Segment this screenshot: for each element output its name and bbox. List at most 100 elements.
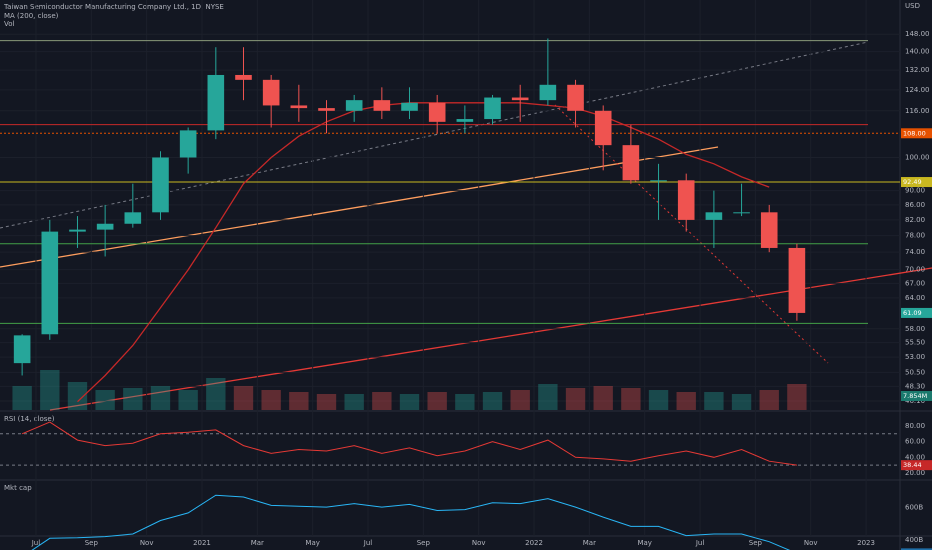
x-tick-label: May [637, 539, 651, 547]
pane-title: RSI (14, close) [4, 415, 55, 423]
indicator-label: Vol [4, 20, 15, 28]
candle-body [484, 97, 501, 120]
y-tick-label: 140.00 [905, 48, 930, 56]
y-tick-label: 60.00 [905, 438, 925, 446]
x-tick-label: Nov [804, 539, 818, 547]
level-label: 108.00 [903, 129, 926, 137]
volume-bar [482, 392, 503, 410]
volume-bar [704, 392, 724, 410]
candle-body [290, 105, 308, 109]
x-tick-label: 2021 [193, 539, 211, 547]
candle-body [511, 97, 529, 101]
volume-bar [648, 390, 669, 410]
volume-bar [206, 378, 226, 410]
candle-body [235, 74, 252, 80]
level-label-box [901, 128, 932, 139]
indicator-line [31, 494, 791, 550]
x-tick-label: May [305, 539, 319, 547]
y-tick-label: 124.00 [905, 86, 930, 94]
y-tick-label: 64.00 [905, 294, 925, 302]
y-tick-label: 148.00 [905, 30, 930, 38]
x-tick-label: Sep [85, 539, 99, 547]
candle-body [152, 157, 169, 213]
candle-body [567, 84, 584, 111]
ma-line [77, 102, 770, 403]
y-tick-label: 50.50 [905, 368, 925, 376]
candle-body [262, 79, 280, 106]
volume-bar [538, 384, 558, 410]
volume-bar [123, 388, 143, 410]
level-label: 92.49 [903, 178, 922, 186]
candle-body [677, 180, 695, 220]
volume-bar [261, 390, 281, 410]
last-value-label-box [901, 548, 932, 550]
y-tick-label: 55.50 [905, 339, 925, 347]
candle-body [401, 102, 418, 111]
y-tick-label: 46.10 [905, 397, 925, 405]
x-tick-label: Jul [363, 539, 373, 547]
y-tick-label: 100.00 [905, 153, 930, 161]
trendline [0, 41, 869, 229]
volume-bar [759, 390, 779, 410]
y-tick-label: 82.00 [905, 216, 925, 224]
x-tick-label: Nov [140, 539, 154, 547]
candle-body [705, 212, 723, 220]
volume-bar [316, 394, 337, 410]
volume-bar [344, 394, 364, 410]
volume-label: 7.854M [903, 392, 927, 400]
candle-body [207, 74, 225, 131]
y-tick-label: 600B [905, 503, 923, 511]
candle-body [345, 100, 363, 111]
x-tick-label: 2023 [857, 539, 875, 547]
candle-body [760, 212, 778, 248]
volume-bar [510, 390, 530, 410]
candle-body [622, 145, 640, 181]
volume-bar [621, 388, 641, 410]
x-tick-label: Mar [583, 539, 596, 547]
candle-body [13, 335, 31, 364]
candle-body [41, 231, 59, 335]
volume-bar [787, 384, 807, 410]
y-tick-label: 80.00 [905, 422, 925, 430]
candle-body [179, 130, 197, 158]
x-tick-label: Jul [695, 539, 705, 547]
x-tick-label: 2022 [525, 539, 543, 547]
x-tick-label: Jul [31, 539, 41, 547]
indicator-label: MA (200, close) [4, 12, 59, 20]
y-tick-label: 116.00 [905, 107, 930, 115]
volume-bar [676, 392, 696, 410]
volume-bar [372, 392, 392, 410]
last-value-label: 38.44 [903, 461, 922, 469]
last-price-label-box [901, 307, 932, 318]
chart-title: Taiwan Semiconductor Manufacturing Compa… [3, 3, 224, 11]
volume-bar [67, 382, 88, 410]
y-tick-label: 86.00 [905, 201, 925, 209]
volume-bar [95, 390, 115, 410]
y-tick-label: 74.00 [905, 248, 925, 256]
candle-body [650, 180, 667, 182]
y-tick-label: 132.00 [905, 66, 930, 74]
volume-bar [455, 394, 475, 410]
candle-body [594, 110, 612, 146]
y-tick-label: 20.00 [905, 469, 925, 477]
last-price-label: 61.09 [903, 309, 922, 317]
y-tick-label: 90.00 [905, 187, 925, 195]
candle-body [456, 119, 474, 122]
y-tick-label: 70.00 [905, 266, 925, 274]
y-tick-label: 40.00 [905, 453, 925, 461]
x-tick-label: Mar [251, 539, 264, 547]
y-tick-label: 400B [905, 536, 923, 544]
volume-bar [178, 390, 198, 410]
candle-body [96, 223, 114, 230]
pane-title: Mkt cap [4, 484, 32, 492]
volume-bar [565, 388, 586, 410]
level-label-box [901, 177, 932, 188]
trendline [0, 146, 719, 268]
volume-bar [40, 370, 60, 410]
candle-body [373, 100, 391, 111]
x-tick-label: Sep [417, 539, 431, 547]
volume-bar [399, 394, 420, 410]
volume-bar [12, 386, 32, 410]
